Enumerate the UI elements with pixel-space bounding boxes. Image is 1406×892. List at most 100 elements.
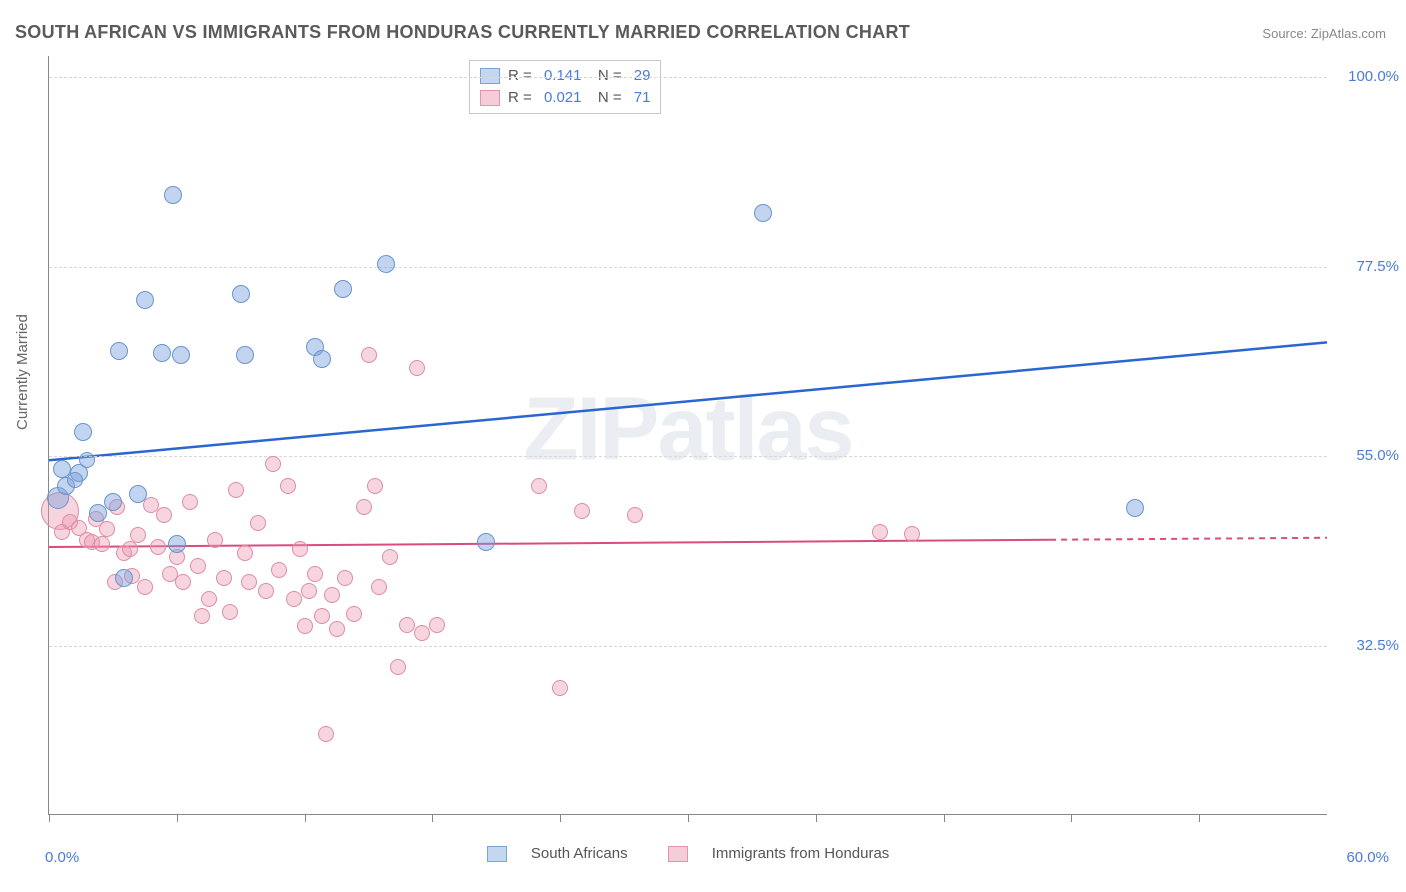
legend-swatch bbox=[480, 90, 500, 106]
x-tick bbox=[177, 814, 178, 822]
x-tick bbox=[560, 814, 561, 822]
data-point bbox=[314, 608, 330, 624]
data-point bbox=[150, 539, 166, 555]
legend-item: Immigrants from Honduras bbox=[658, 845, 900, 862]
data-point bbox=[1126, 499, 1144, 517]
legend-item: South Africans bbox=[477, 845, 638, 862]
data-point bbox=[172, 346, 190, 364]
trend-lines bbox=[49, 56, 1327, 814]
data-point bbox=[207, 532, 223, 548]
x-tick bbox=[305, 814, 306, 822]
data-point bbox=[156, 507, 172, 523]
data-point bbox=[409, 360, 425, 376]
watermark: ZIPatlas bbox=[523, 378, 852, 481]
stats-row: R = 0.021 N = 71 bbox=[480, 87, 650, 109]
source-label: Source: ZipAtlas.com bbox=[1262, 26, 1386, 41]
data-point bbox=[137, 579, 153, 595]
data-point bbox=[79, 452, 95, 468]
data-point bbox=[307, 566, 323, 582]
data-point bbox=[280, 478, 296, 494]
data-point bbox=[337, 570, 353, 586]
stats-r-value: 0.141 bbox=[544, 65, 582, 87]
stats-n-value: 71 bbox=[634, 87, 651, 109]
data-point bbox=[153, 344, 171, 362]
data-point bbox=[414, 625, 430, 641]
data-point bbox=[99, 521, 115, 537]
data-point bbox=[222, 604, 238, 620]
legend-label: Immigrants from Honduras bbox=[712, 845, 890, 862]
stats-r-value: 0.021 bbox=[544, 87, 582, 109]
bottom-legend: South Africans Immigrants from Honduras bbox=[49, 845, 1327, 862]
x-tick bbox=[49, 814, 50, 822]
data-point bbox=[367, 478, 383, 494]
data-point bbox=[236, 346, 254, 364]
data-point bbox=[292, 541, 308, 557]
data-point bbox=[324, 587, 340, 603]
data-point bbox=[168, 535, 186, 553]
data-point bbox=[872, 524, 888, 540]
data-point bbox=[129, 485, 147, 503]
x-tick bbox=[1071, 814, 1072, 822]
data-point bbox=[216, 570, 232, 586]
data-point bbox=[301, 583, 317, 599]
data-point bbox=[122, 541, 138, 557]
y-tick-label: 32.5% bbox=[1356, 637, 1399, 654]
data-point bbox=[250, 515, 266, 531]
gridline-h bbox=[49, 646, 1327, 647]
x-tick bbox=[432, 814, 433, 822]
source-name: ZipAtlas.com bbox=[1311, 26, 1386, 41]
data-point bbox=[74, 423, 92, 441]
data-point bbox=[182, 494, 198, 510]
data-point bbox=[377, 255, 395, 273]
x-tick bbox=[1199, 814, 1200, 822]
data-point bbox=[390, 659, 406, 675]
data-point bbox=[67, 472, 83, 488]
x-tick-label: 60.0% bbox=[1346, 849, 1389, 866]
data-point bbox=[477, 533, 495, 551]
data-point bbox=[175, 574, 191, 590]
data-point bbox=[334, 280, 352, 298]
stats-r-label: R = bbox=[508, 65, 536, 87]
x-tick bbox=[688, 814, 689, 822]
gridline-h bbox=[49, 456, 1327, 457]
legend-swatch bbox=[668, 846, 688, 862]
data-point bbox=[190, 558, 206, 574]
data-point bbox=[574, 503, 590, 519]
data-point bbox=[130, 527, 146, 543]
data-point bbox=[258, 583, 274, 599]
stats-n-value: 29 bbox=[634, 65, 651, 87]
data-point bbox=[104, 493, 122, 511]
legend-swatch bbox=[487, 846, 507, 862]
data-point bbox=[265, 456, 281, 472]
x-tick bbox=[944, 814, 945, 822]
legend-swatch bbox=[480, 68, 500, 84]
chart-title: SOUTH AFRICAN VS IMMIGRANTS FROM HONDURA… bbox=[15, 22, 910, 43]
data-point bbox=[237, 545, 253, 561]
data-point bbox=[232, 285, 250, 303]
data-point bbox=[136, 291, 154, 309]
data-point bbox=[228, 482, 244, 498]
data-point bbox=[318, 726, 334, 742]
stats-n-label: N = bbox=[589, 65, 625, 87]
data-point bbox=[115, 569, 133, 587]
y-tick-label: 77.5% bbox=[1356, 258, 1399, 275]
data-point bbox=[361, 347, 377, 363]
data-point bbox=[271, 562, 287, 578]
y-tick-label: 100.0% bbox=[1348, 68, 1399, 85]
data-point bbox=[201, 591, 217, 607]
source-prefix: Source: bbox=[1262, 26, 1307, 41]
gridline-h bbox=[49, 77, 1327, 78]
gridline-h bbox=[49, 267, 1327, 268]
data-point bbox=[164, 186, 182, 204]
data-point bbox=[286, 591, 302, 607]
stats-n-label: N = bbox=[589, 87, 625, 109]
data-point bbox=[94, 536, 110, 552]
stats-row: R = 0.141 N = 29 bbox=[480, 65, 650, 87]
data-point bbox=[356, 499, 372, 515]
data-point bbox=[241, 574, 257, 590]
data-point bbox=[346, 606, 362, 622]
stats-legend-box: R = 0.141 N = 29R = 0.021 N = 71 bbox=[469, 60, 661, 114]
x-tick bbox=[816, 814, 817, 822]
data-point bbox=[194, 608, 210, 624]
data-point bbox=[399, 617, 415, 633]
